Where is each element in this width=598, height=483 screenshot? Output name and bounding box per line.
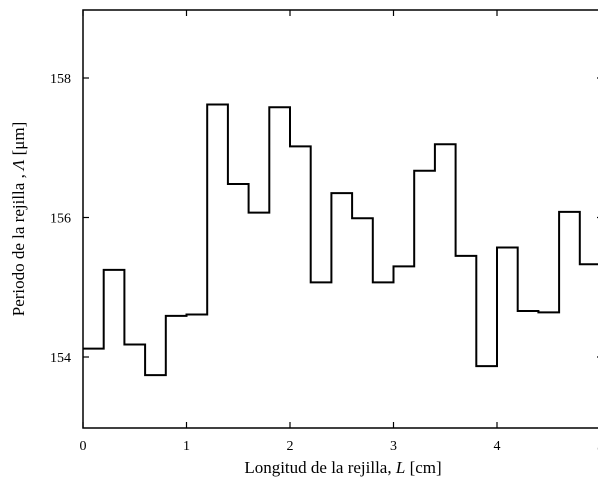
y-tick-label: 158 [50,72,71,87]
axis-ticks [82,10,598,428]
data-step-line [83,103,598,377]
plot-frame [82,9,598,429]
x-tick-label: 1 [183,439,190,454]
x-tick-label: 3 [390,439,397,454]
y-tick-label: 154 [50,351,71,366]
y-axis-label: Periodo de la rejilla , Λ [μm] [9,122,28,317]
y-tick-label: 156 [50,212,71,227]
axis-tick-labels: 012345154156158 [50,72,598,454]
x-tick-label: 2 [287,439,294,454]
x-tick-label: 4 [494,439,501,454]
x-axis-label: Longitud de la rejilla, L [cm] [244,458,441,477]
x-tick-label: 0 [80,439,87,454]
